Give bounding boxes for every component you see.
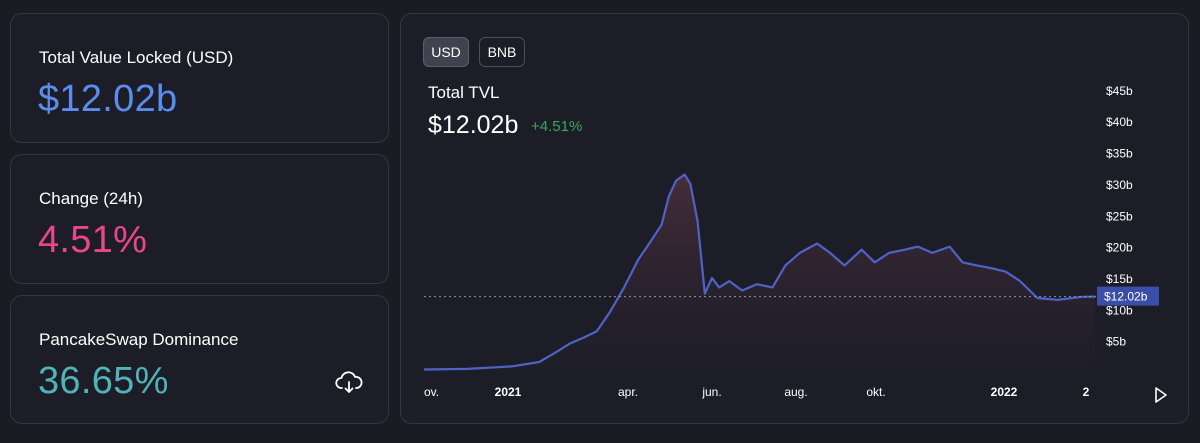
tvl-series-line — [423, 173, 1096, 371]
y-tick-label: $40b — [1106, 115, 1133, 129]
play-icon[interactable] — [1153, 386, 1169, 404]
dominance-value: 36.65% — [38, 360, 169, 402]
change-value: 4.51% — [38, 219, 148, 261]
dominance-card: PancakeSwap Dominance 36.65% — [10, 295, 389, 424]
tvl-area-fill — [424, 174, 1095, 372]
change-card: Change (24h) 4.51% — [10, 154, 389, 284]
y-tick-label: $45b — [1106, 84, 1133, 98]
x-tick-label: apr. — [618, 385, 638, 399]
tvl-label: Total Value Locked (USD) — [39, 48, 234, 67]
x-tick-label: okt. — [866, 385, 885, 399]
tvl-card: Total Value Locked (USD) $12.02b — [10, 13, 389, 143]
usd-toggle-button[interactable]: USD — [423, 37, 469, 67]
change-label: Change (24h) — [39, 189, 143, 208]
y-tick-label: $10b — [1106, 303, 1133, 317]
bnb-toggle-button[interactable]: BNB — [479, 37, 525, 67]
chart-value: $12.02b — [428, 111, 519, 139]
x-tick-label: 2022 — [991, 385, 1018, 399]
y-tick-label: $5b — [1106, 335, 1126, 349]
tvl-value: $12.02b — [38, 78, 178, 120]
cloud-download-icon[interactable] — [335, 371, 363, 395]
y-tick-label: $20b — [1106, 241, 1133, 255]
x-tick-label: 2 — [1083, 385, 1090, 399]
x-tick-label: aug. — [784, 385, 807, 399]
current-value-label: $12.02b — [1104, 290, 1148, 304]
chart-change: +4.51% — [531, 118, 583, 135]
chart-title: Total TVL — [428, 83, 500, 102]
y-tick-label: $15b — [1106, 272, 1133, 286]
y-tick-label: $35b — [1106, 147, 1133, 161]
y-tick-label: $25b — [1106, 209, 1133, 223]
x-tick-label: ov. — [424, 385, 439, 399]
dominance-label: PancakeSwap Dominance — [39, 330, 239, 349]
current-value-badge — [1097, 286, 1159, 306]
x-tick-label: jun. — [701, 385, 721, 399]
y-tick-label: $30b — [1106, 178, 1133, 192]
x-tick-label: 2021 — [495, 385, 522, 399]
